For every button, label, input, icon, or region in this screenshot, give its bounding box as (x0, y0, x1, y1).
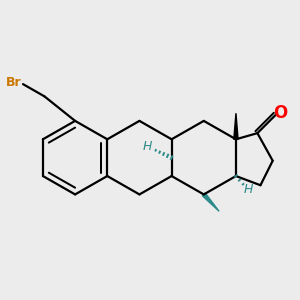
Polygon shape (202, 193, 219, 211)
Text: H: H (244, 183, 253, 196)
Polygon shape (234, 113, 238, 139)
Text: Br: Br (6, 76, 22, 89)
Text: H: H (142, 140, 152, 152)
Text: O: O (273, 104, 287, 122)
